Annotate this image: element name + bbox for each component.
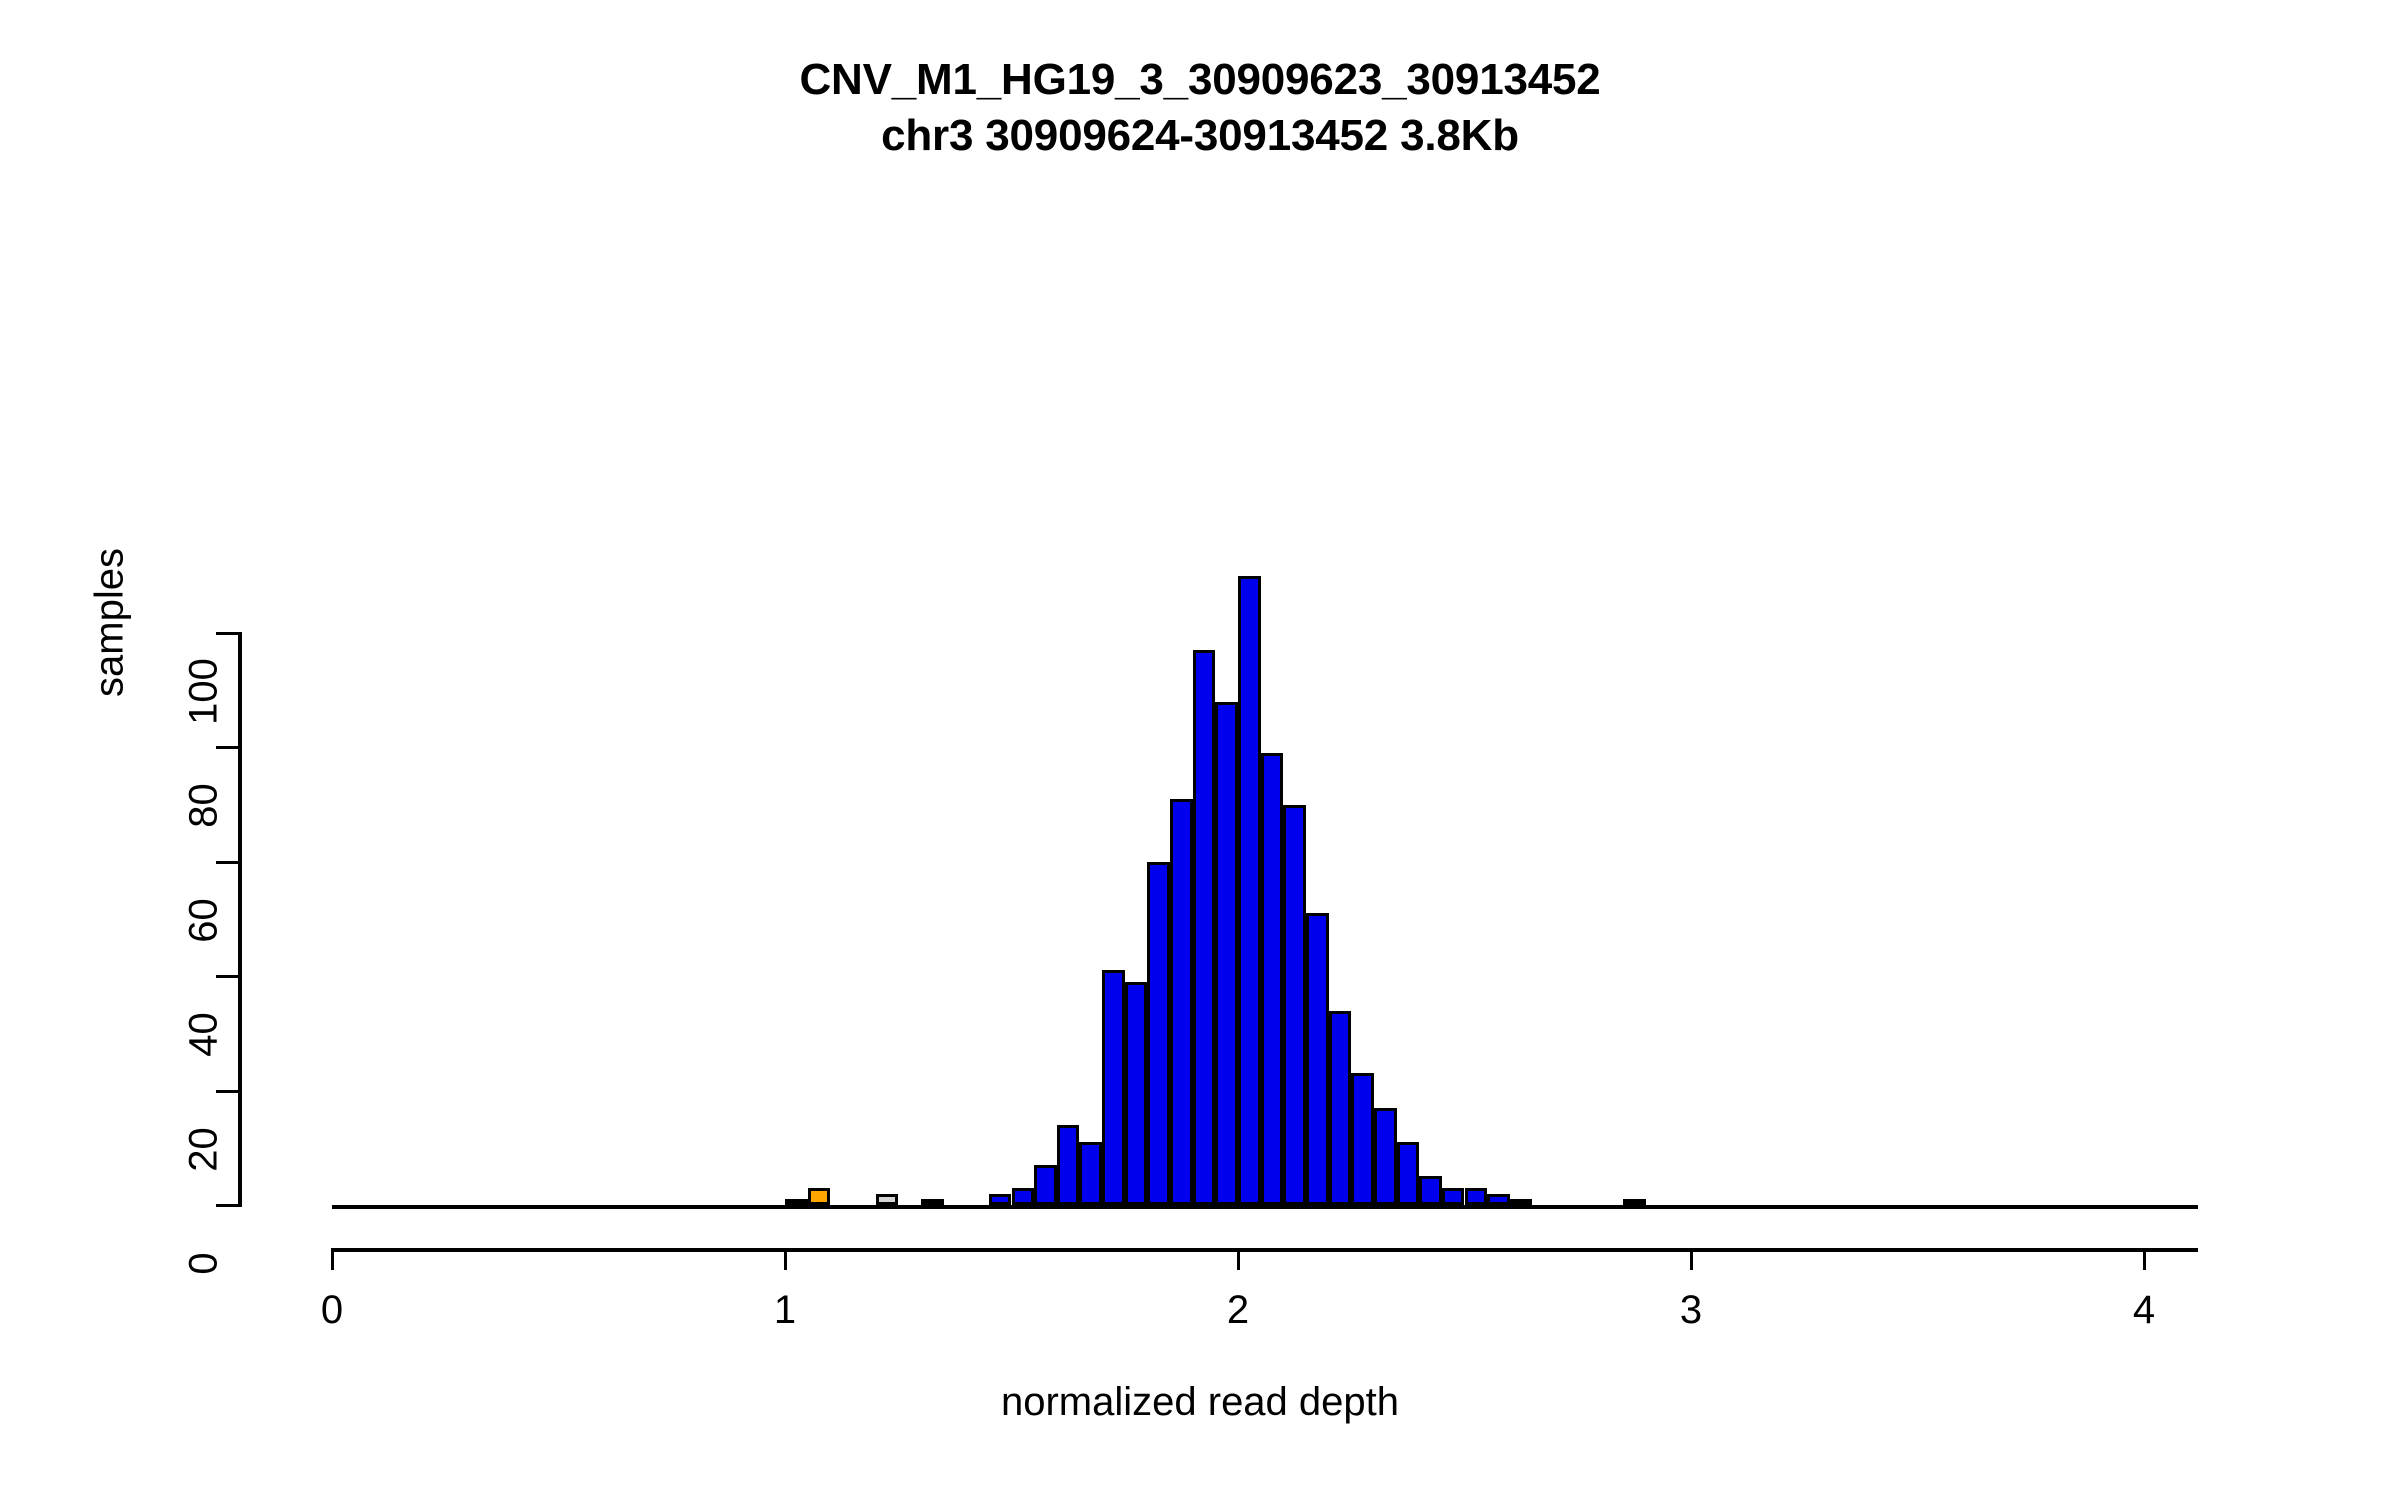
histogram-bar [1441, 1187, 1465, 1205]
y-axis-tick [216, 975, 242, 979]
histogram-bar [920, 1199, 944, 1206]
histogram-bar [785, 1199, 808, 1206]
y-axis-tick-label: 60 [181, 898, 226, 943]
y-axis-tick [216, 746, 242, 750]
histogram-bar [1419, 1176, 1442, 1205]
x-axis-spine [332, 1248, 2199, 1252]
histogram-bar [1079, 1142, 1103, 1205]
histogram-bar [807, 1187, 831, 1205]
histogram-bar [1011, 1187, 1035, 1205]
histogram-bar [1056, 1124, 1080, 1205]
chart-title-line-1: CNV_M1_HG19_3_30909623_30913452 [799, 55, 1601, 104]
x-axis-tick [784, 1248, 787, 1270]
x-axis-tick [1237, 1248, 1240, 1270]
histogram-bar [1623, 1199, 1646, 1206]
histogram-bar [1305, 913, 1329, 1205]
chart-title: CNV_M1_HG19_3_30909623_30913452 chr3 309… [0, 52, 2400, 165]
histogram-bar [1170, 798, 1193, 1205]
chart-title-line-2: chr3 30909624-30913452 3.8Kb [881, 111, 1519, 161]
histogram-bar [1102, 970, 1125, 1205]
x-axis-tick-label: 2 [1226, 1288, 1250, 1332]
histogram-bar [1396, 1142, 1420, 1205]
y-axis-tick [216, 1204, 242, 1207]
x-axis-tick-label: 3 [1679, 1288, 1703, 1332]
y-axis-tick [216, 632, 242, 635]
histogram-bar [1283, 804, 1306, 1205]
y-axis-tick [216, 860, 242, 864]
histogram-bar [1328, 1010, 1352, 1205]
histogram-bar [1351, 1073, 1374, 1205]
y-axis-tick-label: 0 [181, 1252, 226, 1275]
x-axis-line [332, 1205, 2199, 1209]
histogram-bar [1487, 1193, 1510, 1205]
histogram-bar [1034, 1164, 1057, 1205]
histogram-bar [1238, 575, 1261, 1205]
x-axis-tick [2143, 1248, 2146, 1270]
y-axis-tick-label: 20 [181, 1126, 226, 1172]
histogram-bar [988, 1193, 1012, 1205]
y-axis-tick-label: 80 [181, 783, 226, 829]
histogram-bar [1260, 753, 1284, 1205]
histogram-bar [1215, 701, 1238, 1205]
histogram-bar [1464, 1187, 1488, 1205]
x-axis-tick-label: 0 [320, 1288, 344, 1332]
histogram-bar [1124, 981, 1148, 1205]
x-axis-tick [331, 1248, 334, 1270]
histogram-bar [1373, 1107, 1397, 1205]
x-axis-tick-label: 1 [773, 1288, 797, 1332]
histogram-bar [1509, 1199, 1533, 1206]
y-axis-tick [216, 1089, 242, 1093]
y-axis-tick-label: 40 [181, 1012, 226, 1057]
histogram-bar [875, 1193, 899, 1205]
histogram-bar [1147, 861, 1171, 1205]
x-axis-tick [1690, 1248, 1693, 1270]
histogram-bar [1192, 650, 1216, 1205]
x-axis-tick-label: 4 [2132, 1288, 2156, 1332]
x-axis-label: normalized read depth [1000, 1380, 1400, 1424]
y-axis-tick-label: 100 [181, 658, 226, 725]
y-axis-spine [238, 633, 242, 1205]
